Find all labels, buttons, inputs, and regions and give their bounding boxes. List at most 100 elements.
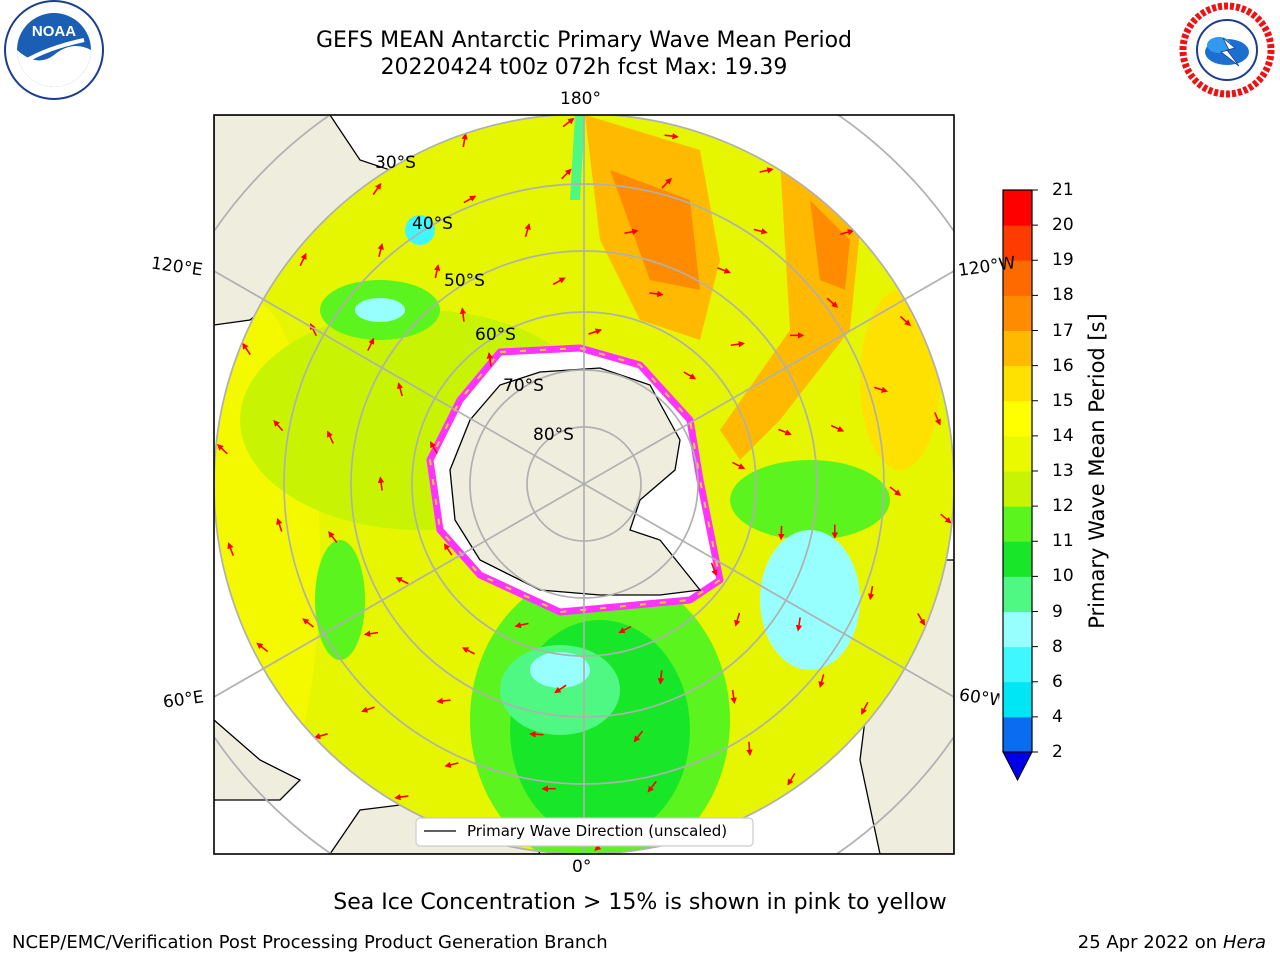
colorbar-tick-label: 9 <box>1052 601 1063 622</box>
wave-direction-arrow <box>328 531 338 543</box>
legend-label: Primary Wave Direction (unscaled) <box>467 822 728 840</box>
wave-direction-arrow <box>899 315 912 327</box>
wave-direction-arrow <box>562 117 575 128</box>
wave-direction-arrow <box>309 322 318 337</box>
wave-direction-arrow <box>216 443 228 455</box>
colorbar-segment <box>1003 716 1032 753</box>
colorbar-tick-label: 8 <box>1052 636 1063 657</box>
wave-direction-arrow <box>552 277 566 286</box>
colorbar-segment <box>1003 506 1032 542</box>
colorbar-tick-label: 18 <box>1052 285 1074 306</box>
colorbar-segment <box>1003 435 1032 472</box>
colorbar-tick-label: 21 <box>1052 180 1074 200</box>
wave-direction-arrow <box>429 441 438 454</box>
parallel-label-60s: 60°S <box>475 325 516 345</box>
colorbar-tick-label: 20 <box>1052 215 1074 236</box>
footer-host: Hera <box>1222 932 1266 953</box>
wave-direction-arrow <box>734 612 741 627</box>
wave-direction-arrow <box>361 706 375 713</box>
wave-direction-arrow <box>524 223 531 238</box>
colorbar-segment <box>1003 471 1032 507</box>
wave-direction-arrow <box>242 342 251 355</box>
wave-direction-arrow <box>874 386 889 393</box>
wave-direction-arrow <box>444 761 459 768</box>
colorbar-tick-label: 10 <box>1052 566 1074 587</box>
wave-direction-arrow <box>396 382 404 397</box>
wave-direction-arrow <box>463 195 477 204</box>
parallel-label-70s: 70°S <box>503 376 544 396</box>
svg-text:NOAA: NOAA <box>32 23 76 40</box>
wave-direction-arrow <box>732 461 746 470</box>
wave-direction-arrow <box>276 517 283 532</box>
wave-direction-arrow <box>710 562 718 577</box>
colorbar-tick-label: 14 <box>1052 425 1074 446</box>
wave-direction-arrow <box>683 371 697 380</box>
wave-direction-arrow <box>372 182 382 196</box>
wave-direction-arrow <box>377 242 384 258</box>
wave-direction-arrow <box>787 772 796 786</box>
meridian-label-180: 180° <box>560 89 601 109</box>
parallel-label-40s: 40°S <box>412 214 453 234</box>
wave-direction-arrow <box>459 307 467 322</box>
wave-direction-arrow <box>256 642 269 653</box>
wave-direction-arrow <box>554 684 567 694</box>
wave-direction-arrow <box>313 732 328 740</box>
wave-direction-arrow <box>633 730 644 743</box>
wave-direction-arrow <box>730 689 737 705</box>
wave-direction-arrow <box>529 731 544 738</box>
parallel-label-30s: 30°S <box>375 153 416 173</box>
colorbar-segment <box>1003 260 1032 296</box>
wave-direction-arrow <box>889 486 902 496</box>
wave-direction-arrow <box>778 525 785 541</box>
parallel-label-80s: 80°S <box>533 425 574 445</box>
wave-direction-arrow <box>730 340 745 348</box>
wave-direction-arrow <box>753 228 768 235</box>
wave-direction-arrow <box>778 428 792 436</box>
wave-direction-arrows <box>216 117 952 851</box>
map-title: GEFS MEAN Antarctic Primary Wave Mean Pe… <box>315 28 853 53</box>
wave-direction-arrow <box>299 252 307 267</box>
wave-direction-arrow <box>327 430 334 444</box>
wave-direction-arrow <box>647 780 657 793</box>
colorbar-segment <box>1003 190 1032 226</box>
wave-direction-arrow <box>273 419 284 432</box>
colorbar-segment <box>1003 295 1032 331</box>
colorbar-tick-label: 12 <box>1052 496 1074 517</box>
colorbar-tick-label: 6 <box>1052 671 1063 692</box>
colorbar-tick-label: 19 <box>1052 250 1074 271</box>
wave-direction-arrow <box>795 617 803 632</box>
colorbar-title: Primary Wave Mean Period [s] <box>1085 313 1109 629</box>
colorbar-segment <box>1003 611 1032 648</box>
footer-date: 25 Apr 2022 on Hera <box>1078 932 1266 953</box>
wave-direction-arrow <box>717 267 731 274</box>
footer-date-text: 25 Apr 2022 on <box>1077 932 1223 953</box>
colorbar-tick-label: 2 <box>1052 742 1063 762</box>
wave-direction-arrow <box>443 543 453 556</box>
wave-direction-arrow <box>664 132 679 140</box>
colorbar-tick-label: 17 <box>1052 320 1074 341</box>
wave-direction-arrow <box>436 697 451 705</box>
wave-direction-arrow <box>302 618 314 628</box>
sea-ice-note: Sea Ice Concentration > 15% is shown in … <box>333 890 947 915</box>
colorbar-tick-label: 11 <box>1052 531 1074 552</box>
colorbar-segment <box>1003 576 1032 612</box>
map-frame-content <box>214 115 954 854</box>
colorbar-segment <box>1003 365 1032 402</box>
wave-direction-arrow <box>661 177 672 189</box>
wave-direction-arrow <box>461 647 476 655</box>
wave-direction-arrow <box>861 701 869 715</box>
colorbar-tick-label: 15 <box>1052 390 1074 411</box>
wave-direction-arrow <box>649 290 664 298</box>
wave-direction-arrow <box>514 621 529 629</box>
map-legend <box>415 817 754 847</box>
wave-direction-arrow <box>433 264 441 279</box>
wave-direction-arrow <box>940 513 952 524</box>
wave-direction-arrow <box>367 337 375 351</box>
wave-direction-arrow <box>657 670 665 685</box>
wave-direction-arrow <box>624 228 639 235</box>
wave-direction-arrow <box>377 476 385 491</box>
wave-direction-arrow <box>461 132 468 148</box>
wave-direction-arrow <box>227 542 234 556</box>
wave-direction-arrow <box>395 577 409 585</box>
